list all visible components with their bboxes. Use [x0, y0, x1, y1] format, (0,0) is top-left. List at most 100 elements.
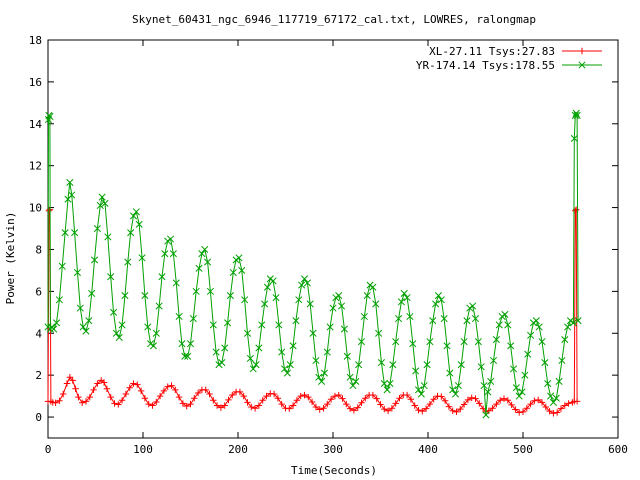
- data-point: [558, 356, 566, 365]
- data-point: [107, 393, 114, 401]
- data-point: [369, 391, 377, 399]
- data-point: [394, 315, 403, 323]
- data-point: [129, 212, 138, 220]
- data-point: [373, 395, 380, 402]
- data-point: [412, 367, 420, 375]
- data-point: [286, 361, 294, 369]
- data-point: [209, 321, 217, 329]
- y-tick-label: 6: [35, 285, 42, 298]
- data-point: [519, 408, 527, 416]
- data-point: [192, 287, 200, 295]
- data-point: [63, 380, 71, 387]
- data-point: [109, 308, 118, 316]
- data-point: [278, 400, 285, 408]
- data-point: [213, 402, 221, 409]
- data-point: [460, 338, 468, 346]
- data-point: [507, 342, 515, 350]
- data-point: [145, 400, 152, 408]
- data-point: [85, 317, 93, 325]
- data-point: [306, 300, 314, 308]
- data-point: [464, 396, 472, 404]
- data-point: [122, 390, 130, 398]
- data-point: [471, 315, 480, 323]
- data-point: [396, 395, 403, 402]
- data-point: [179, 400, 187, 407]
- data-point: [56, 397, 63, 404]
- data-point: [135, 220, 143, 228]
- chart-title: Skynet_60431_ngc_6946_117719_67172_cal.t…: [132, 13, 536, 26]
- series-line: [47, 112, 579, 416]
- data-point: [155, 302, 163, 310]
- data-point: [363, 292, 371, 300]
- data-point: [107, 273, 115, 281]
- series-1: [44, 206, 581, 417]
- legend-marker: [578, 61, 586, 69]
- data-point: [248, 403, 255, 411]
- data-point: [249, 365, 257, 373]
- data-point: [508, 401, 515, 409]
- data-point: [153, 398, 160, 406]
- y-tick-label: 4: [35, 327, 42, 340]
- data-point: [477, 363, 485, 371]
- data-point: [175, 312, 183, 321]
- data-point: [538, 399, 546, 406]
- data-point: [337, 302, 346, 310]
- data-point: [166, 235, 175, 243]
- data-point: [168, 382, 175, 389]
- data-point: [346, 405, 354, 412]
- data-point: [440, 315, 448, 323]
- legend-label: YR-174.14 Tsys:178.55: [416, 59, 555, 72]
- y-tick-label: 10: [29, 202, 42, 215]
- data-point: [60, 390, 67, 398]
- data-point: [468, 394, 475, 401]
- data-point: [66, 178, 74, 186]
- data-point: [335, 292, 343, 300]
- data-point: [383, 386, 391, 394]
- y-tick-label: 8: [35, 243, 42, 256]
- legend-label: XL-27.11 Tsys:27.83: [429, 45, 555, 58]
- data-point: [217, 404, 225, 411]
- data-point: [320, 369, 329, 377]
- data-point: [121, 292, 129, 300]
- data-point: [569, 319, 577, 327]
- data-point: [229, 391, 236, 399]
- data-point: [329, 304, 337, 312]
- data-point: [261, 300, 269, 308]
- data-point: [289, 342, 297, 350]
- data-point: [552, 394, 560, 402]
- data-point: [384, 407, 392, 414]
- data-point: [221, 402, 228, 409]
- data-point: [50, 325, 58, 333]
- data-point: [124, 258, 132, 266]
- data-point: [492, 335, 500, 344]
- data-point: [274, 395, 282, 402]
- data-point: [415, 406, 422, 414]
- data-point: [426, 338, 434, 346]
- data-point: [194, 389, 202, 397]
- data-point: [495, 321, 503, 329]
- data-point: [527, 331, 535, 339]
- data-point: [152, 329, 160, 337]
- data-point: [326, 323, 334, 331]
- data-point: [300, 275, 309, 283]
- data-point: [82, 398, 90, 405]
- data-point: [244, 399, 251, 406]
- data-point: [312, 356, 320, 365]
- data-point: [93, 224, 101, 233]
- data-point: [130, 380, 137, 387]
- data-point: [270, 390, 278, 398]
- data-point: [175, 393, 183, 401]
- y-axis-label: Power (Kelvin): [4, 212, 17, 305]
- data-point: [263, 392, 270, 400]
- data-point: [377, 359, 386, 367]
- data-point: [316, 406, 323, 413]
- data-point: [369, 283, 377, 291]
- series-2: [44, 109, 582, 419]
- data-point: [55, 296, 63, 304]
- data-point: [184, 352, 192, 360]
- data-point: [501, 310, 509, 318]
- data-point: [240, 392, 247, 400]
- data-point: [535, 396, 542, 404]
- data-point: [104, 233, 112, 241]
- data-point: [309, 329, 317, 337]
